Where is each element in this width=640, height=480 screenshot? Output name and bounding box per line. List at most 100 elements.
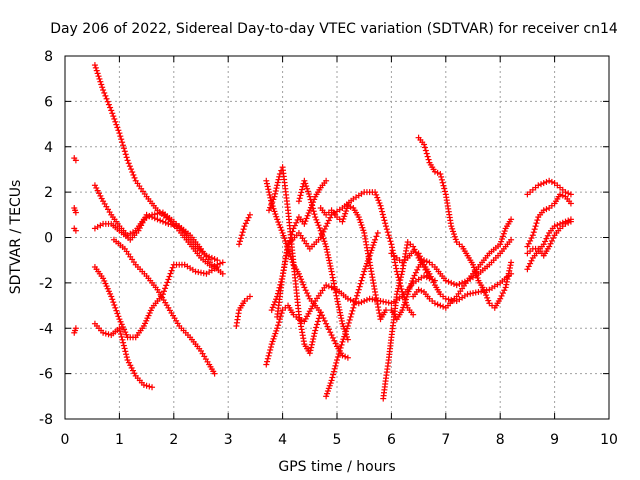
data-point xyxy=(125,160,132,167)
data-point xyxy=(96,190,102,197)
data-point xyxy=(274,179,281,186)
data-point xyxy=(129,169,136,176)
data-point xyxy=(352,298,359,305)
data-point xyxy=(104,98,111,105)
data-point xyxy=(112,304,119,311)
data-point xyxy=(530,229,537,236)
x-tick-label: 0 xyxy=(61,432,70,448)
data-point xyxy=(121,148,128,155)
data-point xyxy=(303,215,310,222)
data-point xyxy=(97,192,104,199)
data-point xyxy=(313,324,320,331)
data-point xyxy=(502,284,509,291)
data-point xyxy=(387,238,394,245)
data-point xyxy=(322,240,329,247)
data-point xyxy=(323,177,330,184)
data-point xyxy=(484,294,491,301)
data-point xyxy=(93,184,100,191)
data-point xyxy=(342,330,349,337)
data-point xyxy=(445,278,452,285)
data-point xyxy=(299,186,306,193)
data-point xyxy=(422,147,429,154)
data-point xyxy=(337,344,344,351)
data-point xyxy=(95,73,102,80)
data-point xyxy=(157,217,164,224)
data-point xyxy=(343,205,350,212)
data-point xyxy=(113,121,120,128)
data-point xyxy=(527,260,534,267)
data-point xyxy=(272,187,279,194)
data-point xyxy=(567,218,574,225)
data-point xyxy=(327,262,334,269)
data-point xyxy=(361,298,368,305)
data-point xyxy=(374,194,381,201)
data-point xyxy=(323,320,330,327)
data-point xyxy=(308,199,315,206)
data-point xyxy=(214,257,221,264)
data-point xyxy=(118,333,125,340)
data-point xyxy=(542,238,549,245)
data-point xyxy=(324,220,331,227)
data-point xyxy=(438,173,445,180)
data-point xyxy=(265,186,272,193)
data-point xyxy=(543,206,550,213)
data-point xyxy=(103,95,110,102)
data-point xyxy=(411,272,418,279)
x-tick-label: 3 xyxy=(224,432,233,448)
data-point xyxy=(397,274,404,281)
data-point xyxy=(357,280,364,287)
data-point xyxy=(273,185,280,192)
data-point xyxy=(297,192,304,199)
data-point xyxy=(99,84,106,91)
data-point xyxy=(405,288,412,295)
data-point xyxy=(111,115,118,122)
data-point xyxy=(271,193,278,200)
data-point xyxy=(168,267,175,274)
data-point xyxy=(485,297,492,304)
data-point xyxy=(123,154,130,161)
data-point xyxy=(121,345,128,352)
data-point xyxy=(111,301,118,308)
data-point xyxy=(338,317,345,324)
data-point xyxy=(503,281,510,288)
data-point xyxy=(324,323,331,330)
data-point xyxy=(239,229,246,236)
x-tick-label: 10 xyxy=(600,432,618,448)
data-point xyxy=(540,180,547,187)
data-point xyxy=(299,278,306,285)
data-point xyxy=(508,259,515,266)
data-point xyxy=(499,290,506,297)
data-point xyxy=(527,237,534,244)
data-point xyxy=(140,381,147,388)
data-point xyxy=(310,336,317,343)
data-point xyxy=(333,292,340,299)
data-point xyxy=(105,331,112,338)
data-point xyxy=(110,299,117,306)
data-point xyxy=(353,295,360,302)
data-point xyxy=(540,241,547,248)
data-point xyxy=(329,271,336,278)
data-point xyxy=(274,325,281,332)
data-point xyxy=(373,295,380,301)
data-point xyxy=(123,354,130,361)
data-point xyxy=(548,178,555,185)
data-point xyxy=(119,139,126,146)
data-point xyxy=(305,292,312,299)
data-point xyxy=(295,198,302,205)
data-point xyxy=(276,221,283,228)
data-point xyxy=(403,293,410,300)
data-point xyxy=(331,283,338,290)
data-point xyxy=(508,270,515,277)
data-point xyxy=(330,277,337,284)
data-point xyxy=(404,291,411,298)
data-point xyxy=(166,273,173,280)
data-point xyxy=(266,191,273,198)
data-point xyxy=(208,254,215,261)
data-point xyxy=(323,393,330,400)
data-point xyxy=(421,141,428,148)
data-point xyxy=(108,107,115,114)
data-point xyxy=(269,338,276,345)
data-point xyxy=(381,217,388,224)
data-point xyxy=(334,298,341,305)
